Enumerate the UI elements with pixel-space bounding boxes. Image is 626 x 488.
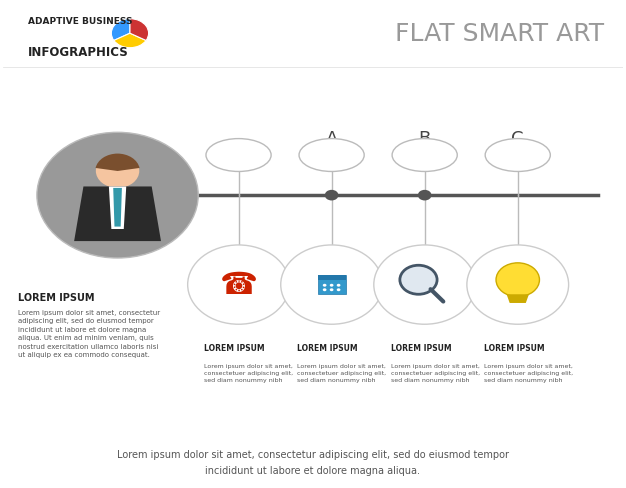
Circle shape xyxy=(325,190,339,201)
Circle shape xyxy=(337,284,341,287)
Text: Lorem ipsum dolor sit amet,
consectetuer adipiscing elit,
sed diam nonummy nibh: Lorem ipsum dolor sit amet, consectetuer… xyxy=(484,363,573,382)
Text: Lorem ipsum dolor sit amet,
consectetuer adipiscing elit,
sed diam nonummy nibh: Lorem ipsum dolor sit amet, consectetuer… xyxy=(297,363,387,382)
Text: A: A xyxy=(326,129,338,147)
Text: B: B xyxy=(419,129,431,147)
Circle shape xyxy=(96,155,139,188)
Text: ☎: ☎ xyxy=(220,270,257,300)
Wedge shape xyxy=(114,34,146,49)
Text: Lorem ipsum dolor sit amet, consectetur
adipiscing elit, sed do eiusmod tempor
i: Lorem ipsum dolor sit amet, consectetur … xyxy=(18,309,160,358)
Text: LOREM IPSUM: LOREM IPSUM xyxy=(391,343,451,352)
Text: Lorem ipsum dolor sit amet, consectetur adipiscing elit, sed do eiusmod tempor
i: Lorem ipsum dolor sit amet, consectetur … xyxy=(117,449,509,475)
Ellipse shape xyxy=(392,139,457,172)
Circle shape xyxy=(418,190,431,201)
Circle shape xyxy=(323,289,327,292)
Polygon shape xyxy=(109,187,126,229)
Text: Lorem ipsum dolor sit amet,
consectetuer adipiscing elit,
sed diam nonummy nibh: Lorem ipsum dolor sit amet, consectetuer… xyxy=(391,363,480,382)
Text: INFOGRAPHICS: INFOGRAPHICS xyxy=(28,46,128,59)
Polygon shape xyxy=(74,187,161,242)
Circle shape xyxy=(400,265,437,295)
FancyBboxPatch shape xyxy=(317,275,346,281)
Circle shape xyxy=(330,284,334,287)
Text: C: C xyxy=(511,129,524,147)
FancyBboxPatch shape xyxy=(317,275,346,295)
Text: 2020: 2020 xyxy=(411,151,438,161)
Circle shape xyxy=(330,289,334,292)
Text: LOREM IPSUM: LOREM IPSUM xyxy=(484,343,544,352)
Circle shape xyxy=(323,284,327,287)
Circle shape xyxy=(374,245,476,325)
Text: FLAT SMART ART: FLAT SMART ART xyxy=(396,22,605,46)
Text: 2018: 2018 xyxy=(225,151,252,161)
Wedge shape xyxy=(111,20,130,41)
Ellipse shape xyxy=(485,139,550,172)
Text: Lorem ipsum dolor sit amet,
consectetuer adipiscing elit,
sed diam nonummy nibh: Lorem ipsum dolor sit amet, consectetuer… xyxy=(205,363,294,382)
Wedge shape xyxy=(96,154,140,172)
Text: LOREM IPSUM: LOREM IPSUM xyxy=(297,343,358,352)
Ellipse shape xyxy=(206,139,271,172)
Text: LOREM IPSUM: LOREM IPSUM xyxy=(205,343,265,352)
Wedge shape xyxy=(130,20,148,41)
Text: 2019: 2019 xyxy=(319,151,345,161)
Circle shape xyxy=(280,245,382,325)
Circle shape xyxy=(467,245,568,325)
Circle shape xyxy=(496,264,540,297)
Ellipse shape xyxy=(299,139,364,172)
Text: ADAPTIVE BUSINESS: ADAPTIVE BUSINESS xyxy=(28,17,132,26)
Circle shape xyxy=(37,133,198,259)
Polygon shape xyxy=(113,188,122,227)
Text: LOREM IPSUM: LOREM IPSUM xyxy=(18,292,95,302)
Polygon shape xyxy=(506,295,529,304)
Text: 2021: 2021 xyxy=(505,151,531,161)
Circle shape xyxy=(188,245,289,325)
Circle shape xyxy=(337,289,341,292)
